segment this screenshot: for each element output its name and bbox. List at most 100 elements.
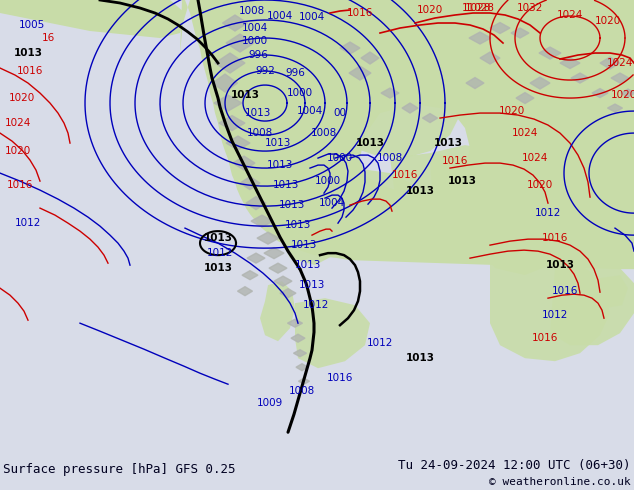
- Text: 1008: 1008: [247, 128, 273, 138]
- Polygon shape: [611, 73, 629, 83]
- Text: 1013: 1013: [545, 260, 574, 270]
- Text: 1013: 1013: [245, 108, 271, 118]
- Text: 1013: 1013: [285, 220, 311, 230]
- Polygon shape: [257, 232, 279, 244]
- Text: 1032: 1032: [517, 3, 543, 13]
- Polygon shape: [560, 118, 634, 191]
- Polygon shape: [550, 263, 634, 345]
- Text: 1000: 1000: [287, 88, 313, 98]
- Text: 1016: 1016: [392, 170, 418, 180]
- Text: 1020: 1020: [9, 93, 35, 103]
- Text: 1012: 1012: [303, 300, 329, 310]
- Polygon shape: [478, 198, 570, 275]
- Text: 1016: 1016: [327, 373, 353, 383]
- Text: 1004: 1004: [299, 12, 325, 22]
- Polygon shape: [274, 276, 292, 286]
- Text: © weatheronline.co.uk: © weatheronline.co.uk: [489, 477, 631, 487]
- Polygon shape: [349, 66, 371, 80]
- Text: 1005: 1005: [19, 20, 45, 30]
- Polygon shape: [539, 47, 561, 59]
- Polygon shape: [223, 15, 247, 31]
- Polygon shape: [360, 105, 470, 195]
- Text: 1013: 1013: [13, 48, 42, 58]
- Polygon shape: [219, 116, 245, 130]
- Text: 1020: 1020: [611, 90, 634, 100]
- Polygon shape: [560, 57, 580, 69]
- Polygon shape: [264, 247, 284, 259]
- Text: 1012: 1012: [542, 310, 568, 320]
- Text: Tu 24-09-2024 12:00 UTC (06+30): Tu 24-09-2024 12:00 UTC (06+30): [398, 459, 631, 471]
- Text: 1020: 1020: [527, 180, 553, 190]
- Polygon shape: [226, 136, 250, 150]
- Text: 11028: 11028: [462, 3, 495, 13]
- Text: 1012: 1012: [207, 248, 233, 258]
- Text: 1004: 1004: [267, 11, 293, 21]
- Polygon shape: [238, 287, 252, 295]
- Polygon shape: [268, 68, 335, 125]
- Text: 1020: 1020: [417, 5, 443, 15]
- Text: 1024: 1024: [557, 10, 583, 20]
- Polygon shape: [233, 156, 255, 170]
- Text: 1020: 1020: [499, 106, 525, 116]
- Polygon shape: [247, 253, 265, 263]
- Polygon shape: [287, 319, 302, 327]
- Text: 996: 996: [285, 68, 305, 78]
- Text: 16: 16: [41, 33, 55, 43]
- Text: 1013: 1013: [267, 160, 293, 170]
- Text: 1013: 1013: [356, 138, 384, 148]
- Polygon shape: [242, 270, 258, 280]
- Text: 1013: 1013: [406, 353, 434, 363]
- Text: 1000: 1000: [327, 153, 353, 163]
- Polygon shape: [212, 74, 238, 92]
- Polygon shape: [215, 53, 245, 73]
- Polygon shape: [607, 104, 623, 112]
- Polygon shape: [490, 23, 510, 33]
- Text: 1024: 1024: [522, 153, 548, 163]
- Polygon shape: [600, 57, 620, 69]
- Polygon shape: [466, 77, 484, 89]
- Text: 1013: 1013: [448, 176, 477, 186]
- Polygon shape: [294, 350, 306, 357]
- Polygon shape: [490, 248, 610, 361]
- Polygon shape: [516, 93, 534, 103]
- Polygon shape: [260, 281, 295, 341]
- Polygon shape: [430, 145, 530, 215]
- Text: 1013: 1013: [204, 233, 233, 243]
- Polygon shape: [340, 42, 360, 54]
- Polygon shape: [269, 263, 287, 273]
- Text: 1024: 1024: [512, 128, 538, 138]
- Text: 1016: 1016: [532, 333, 558, 343]
- Text: 1009: 1009: [257, 398, 283, 408]
- Text: 1012: 1012: [367, 338, 393, 348]
- Polygon shape: [480, 52, 500, 64]
- Polygon shape: [255, 161, 318, 221]
- Text: 1013: 1013: [406, 186, 434, 196]
- Polygon shape: [402, 103, 418, 113]
- Text: 1020: 1020: [595, 16, 621, 26]
- Text: 1028: 1028: [465, 3, 491, 13]
- Polygon shape: [530, 77, 550, 89]
- Text: 1016: 1016: [442, 156, 468, 166]
- Text: 00: 00: [333, 108, 347, 118]
- Text: 1004: 1004: [319, 198, 345, 208]
- Polygon shape: [246, 196, 266, 210]
- Text: 1004: 1004: [242, 23, 268, 33]
- Text: 1012: 1012: [535, 208, 561, 218]
- Text: 1000: 1000: [315, 176, 341, 186]
- Text: 1013: 1013: [204, 263, 233, 273]
- Text: 1012: 1012: [15, 218, 41, 228]
- Text: 1013: 1013: [279, 200, 305, 210]
- Polygon shape: [0, 0, 185, 38]
- Text: 1000: 1000: [242, 36, 268, 46]
- Text: 1004: 1004: [297, 106, 323, 116]
- Text: 1008: 1008: [289, 386, 315, 396]
- Text: 1008: 1008: [377, 153, 403, 163]
- Polygon shape: [240, 176, 260, 190]
- Polygon shape: [280, 208, 345, 265]
- Polygon shape: [299, 378, 309, 384]
- Polygon shape: [251, 215, 273, 227]
- Polygon shape: [600, 275, 628, 308]
- Polygon shape: [318, 168, 425, 238]
- Polygon shape: [295, 298, 370, 368]
- Text: 1008: 1008: [239, 6, 265, 16]
